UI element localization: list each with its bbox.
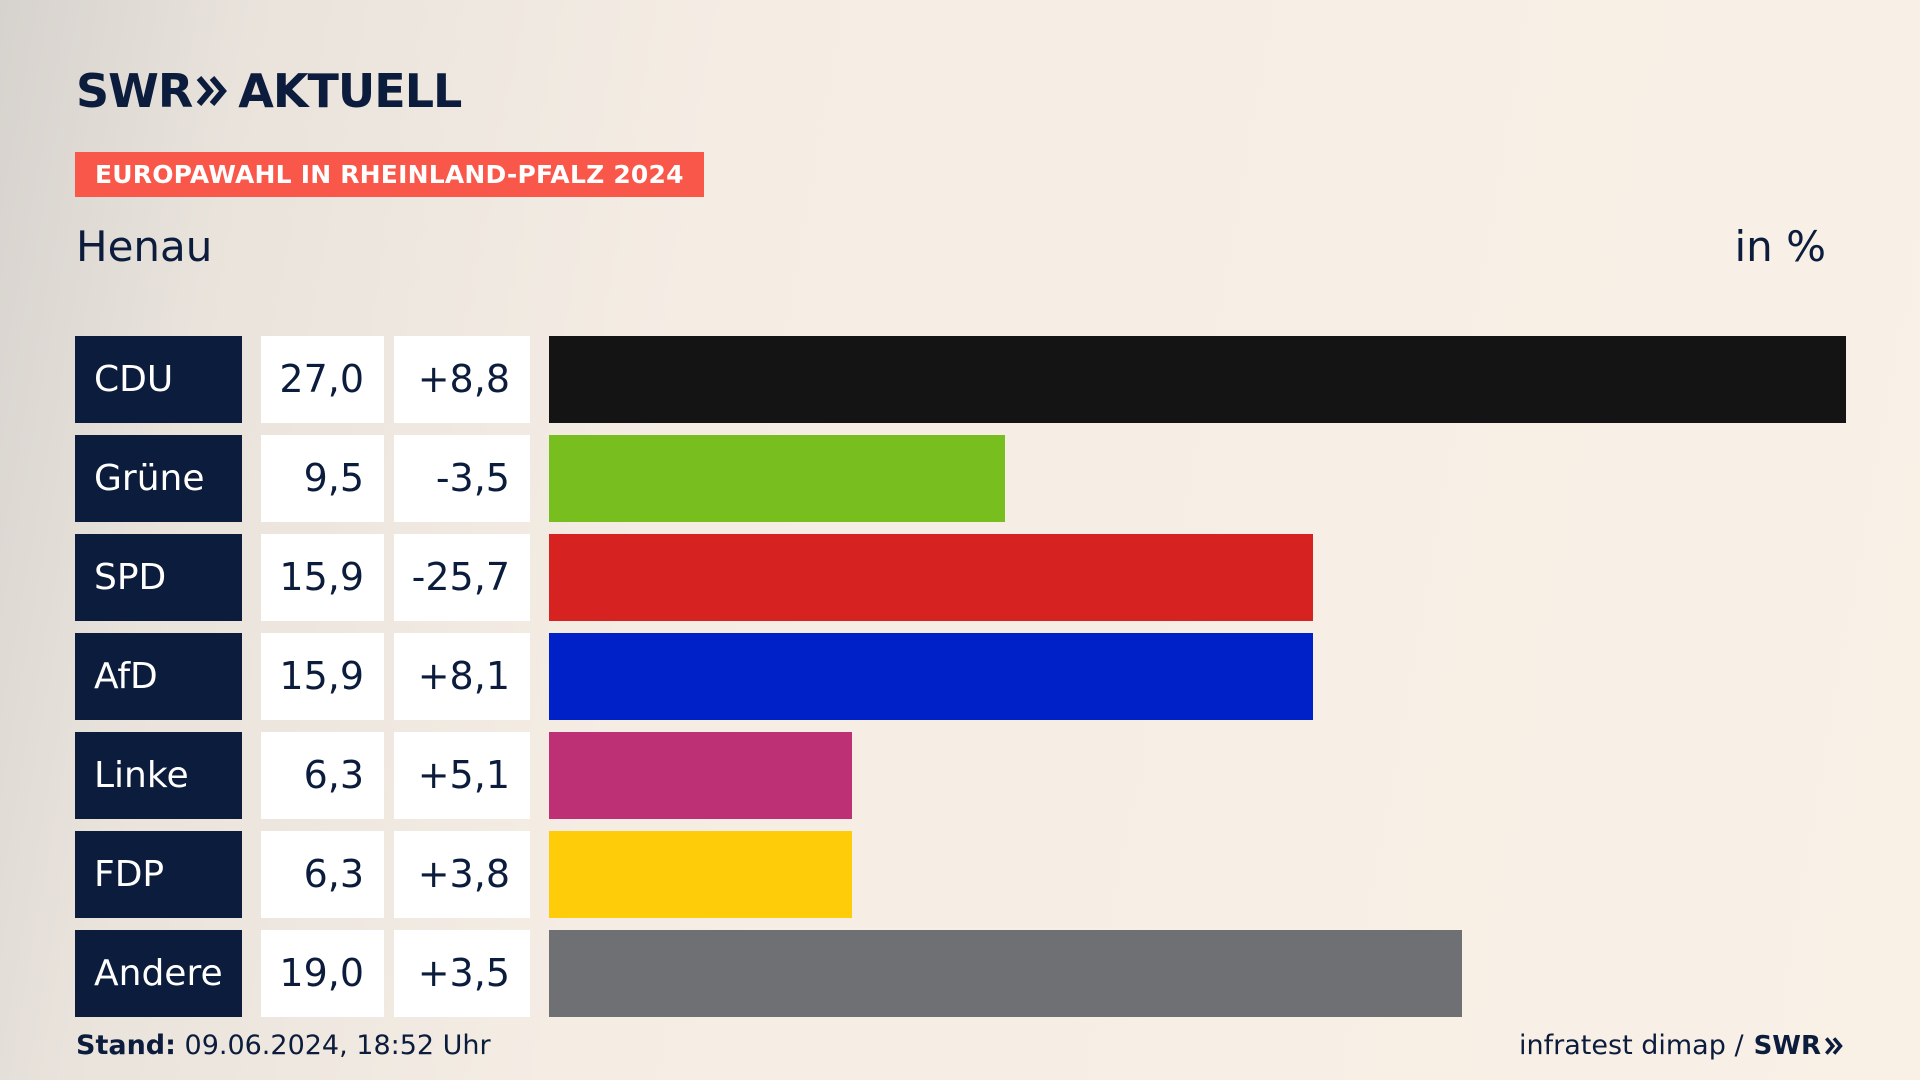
stand-label: Stand: (76, 1030, 176, 1061)
diff-label: +3,5 (394, 930, 530, 1017)
value-label: 9,5 (261, 435, 384, 522)
swr-aktuell-logo: SWR AKTUELL (76, 64, 462, 118)
diff-label: +3,8 (394, 831, 530, 918)
diff-label: +8,1 (394, 633, 530, 720)
diff-label: +8,8 (394, 336, 530, 423)
party-label: CDU (75, 336, 242, 423)
election-badge: EUROPAWAHL IN RHEINLAND-PFALZ 2024 (75, 152, 704, 197)
value-label: 15,9 (261, 534, 384, 621)
party-label: AfD (75, 633, 242, 720)
footer-timestamp: Stand: 09.06.2024, 18:52 Uhr (76, 1030, 491, 1061)
unit-label: in % (1734, 222, 1826, 271)
footer-swr-logo: SWR (1754, 1031, 1844, 1061)
footer-swr-text: SWR (1753, 1030, 1821, 1061)
diff-label: -25,7 (394, 534, 530, 621)
party-label: Grüne (75, 435, 242, 522)
value-label: 27,0 (261, 336, 384, 423)
logo-aktuell-text: AKTUELL (238, 64, 462, 118)
diff-label: +5,1 (394, 732, 530, 819)
stand-value: 09.06.2024, 18:52 Uhr (184, 1030, 491, 1061)
region-title: Henau (76, 222, 213, 271)
value-label: 6,3 (261, 831, 384, 918)
bar (549, 831, 852, 918)
double-chevron-right-icon (196, 74, 228, 108)
bar (549, 534, 1313, 621)
bar (549, 435, 1006, 522)
party-label: SPD (75, 534, 242, 621)
value-label: 19,0 (261, 930, 384, 1017)
diff-label: -3,5 (394, 435, 530, 522)
logo-swr-text: SWR (76, 64, 193, 118)
bar (549, 930, 1462, 1017)
bar (549, 336, 1846, 423)
footer-double-chevron-icon (1825, 1036, 1843, 1055)
bar (549, 633, 1313, 720)
footer-source: infratest dimap / SWR (1519, 1030, 1844, 1061)
party-label: Linke (75, 732, 242, 819)
bar (549, 732, 852, 819)
party-label: FDP (75, 831, 242, 918)
source-text: infratest dimap / (1519, 1030, 1744, 1061)
value-label: 6,3 (261, 732, 384, 819)
value-label: 15,9 (261, 633, 384, 720)
party-label: Andere (75, 930, 242, 1017)
